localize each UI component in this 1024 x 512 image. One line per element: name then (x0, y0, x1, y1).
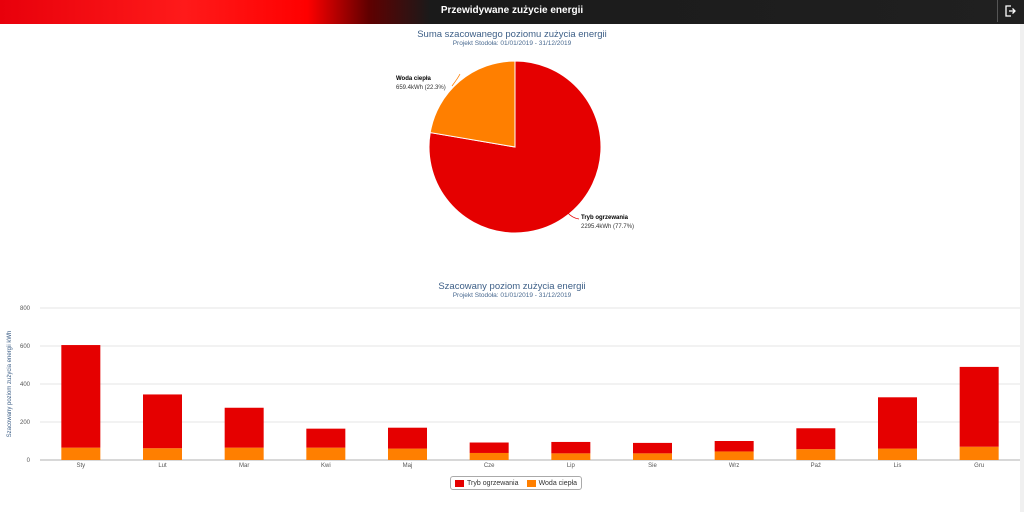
x-tick-label: Lip (567, 463, 576, 469)
bar-y-axis-label: Szacowany poziom zużycia energii kWh (7, 331, 13, 438)
bar-water-Gru[interactable] (959, 446, 999, 460)
x-tick-label: Cze (484, 463, 495, 469)
title-bar: Przewidywane zużycie energii (0, 0, 1024, 24)
bar-water-Lis[interactable] (878, 448, 917, 460)
y-tick-label: 200 (20, 420, 31, 426)
bar-chart-subtitle: Projekt Stodoła: 01/01/2019 - 31/12/2019 (452, 292, 572, 299)
pie-chart-subtitle: Projekt Stodoła: 01/01/2019 - 31/12/2019 (452, 40, 572, 47)
legend-item-water[interactable]: Woda ciepła (526, 479, 577, 487)
bar-heating-Gru[interactable] (959, 366, 999, 447)
y-tick-label: 400 (20, 382, 31, 388)
pie-label-water-value: 659.4kWh (22.3%) (396, 85, 446, 91)
bar-water-Lut[interactable] (143, 448, 182, 460)
pie-chart: Woda ciepła 659.4kWh (22.3%) Tryb ogrzew… (396, 60, 634, 234)
y-tick-label: 600 (20, 344, 31, 350)
legend-label-water: Woda ciepła (538, 479, 577, 487)
exit-icon (1005, 5, 1016, 17)
legend-swatch-water (526, 479, 536, 487)
pie-slice-heating[interactable] (428, 60, 602, 234)
bar-heating-Paź[interactable] (796, 428, 836, 450)
bar-heating-Lis[interactable] (878, 397, 917, 449)
bar-water-Maj[interactable] (388, 448, 427, 460)
y-tick-label: 800 (20, 306, 31, 312)
bar-water-Paź[interactable] (796, 449, 836, 460)
pie-label-heating-name: Tryb ogrzewania (581, 215, 629, 221)
x-tick-label: Maj (403, 463, 413, 469)
bar-chart-legend: Tryb ogrzewania Woda ciepła (450, 476, 582, 490)
bar-water-Lip[interactable] (551, 453, 591, 460)
legend-item-heating[interactable]: Tryb ogrzewania (455, 479, 519, 487)
bar-water-Mar[interactable] (224, 447, 264, 460)
bar-water-Cze[interactable] (469, 452, 509, 460)
pie-label-water-name: Woda ciepła (396, 76, 432, 82)
x-tick-label: Mar (239, 463, 249, 469)
page-scrollbar[interactable] (1020, 24, 1024, 512)
bar-water-Wrz[interactable] (714, 451, 754, 460)
x-tick-label: Wrz (729, 463, 740, 469)
bar-heating-Sie[interactable] (633, 442, 672, 454)
legend-label-heating: Tryb ogrzewania (467, 479, 519, 487)
bar-water-Sie[interactable] (633, 453, 672, 460)
x-tick-label: Paź (811, 463, 821, 469)
bar-heating-Kwi[interactable] (306, 428, 346, 448)
x-tick-label: Sty (76, 463, 85, 469)
bar-heating-Sty[interactable] (61, 345, 101, 448)
pie-connector-water (451, 73, 461, 87)
bar-heating-Cze[interactable] (469, 442, 509, 453)
pie-label-heating-value: 2295.4kWh (77.7%) (581, 224, 634, 230)
bar-heating-Lut[interactable] (143, 394, 182, 449)
bar-heating-Lip[interactable] (551, 441, 591, 454)
x-tick-label: Lis (894, 463, 902, 469)
x-tick-label: Sie (648, 463, 657, 469)
exit-button[interactable] (997, 0, 1022, 22)
page-title: Przewidywane zużycie energii (440, 5, 584, 16)
bar-heating-Maj[interactable] (388, 427, 427, 449)
bar-heating-Wrz[interactable] (714, 441, 754, 452)
pie-chart-title: Suma szacowanego poziomu zużycia energii (417, 29, 607, 40)
y-tick-label: 0 (27, 458, 31, 464)
bar-chart-title: Szacowany poziom zużycia energii (438, 281, 586, 292)
x-tick-label: Kwi (321, 463, 331, 469)
x-tick-label: Lut (158, 463, 167, 469)
bar-heating-Mar[interactable] (224, 407, 264, 448)
pie-connector-heating (566, 211, 580, 220)
bar-water-Sty[interactable] (61, 447, 101, 460)
pie-slice-water[interactable] (429, 60, 516, 148)
legend-swatch-heating (455, 479, 465, 487)
bar-water-Kwi[interactable] (306, 447, 346, 460)
x-tick-label: Gru (974, 463, 984, 469)
